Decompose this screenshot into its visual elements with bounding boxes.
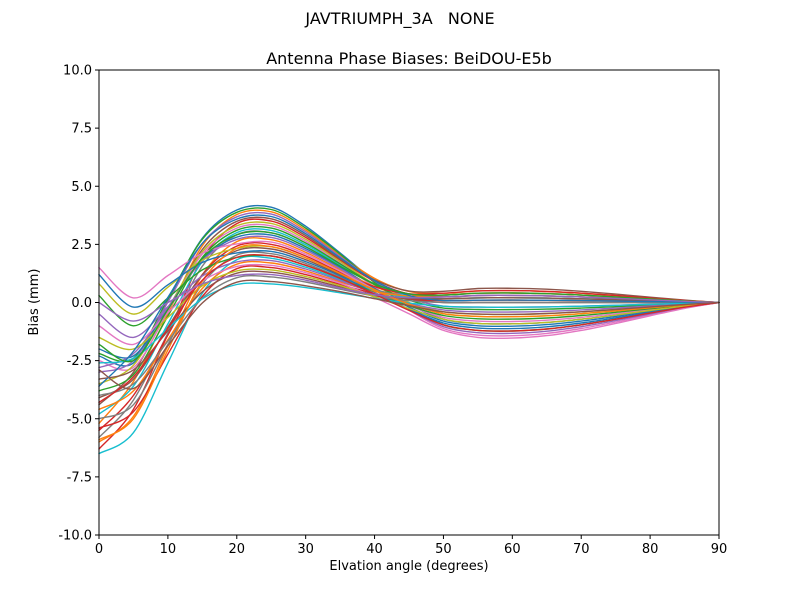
series-line <box>98 254 720 404</box>
x-tick-label: 70 <box>573 542 590 557</box>
y-tick-label: -5.0 <box>67 412 92 427</box>
y-tick-label: 0.0 <box>71 296 92 311</box>
x-tick-label: 40 <box>366 542 383 557</box>
series-line <box>98 268 720 351</box>
y-tick-label: -10.0 <box>58 529 92 544</box>
x-tick-label: 80 <box>642 542 659 557</box>
series-line <box>98 282 720 364</box>
y-tick-label: 10.0 <box>63 64 92 79</box>
y-tick-label: -2.5 <box>67 354 92 369</box>
x-axis-label: Elvation angle (degrees) <box>329 559 489 574</box>
y-tick-label: 7.5 <box>71 122 92 137</box>
series-line <box>98 230 720 363</box>
series-line <box>98 273 720 322</box>
series-line <box>98 255 720 455</box>
x-tick-label: 10 <box>160 542 177 557</box>
figure-suptitle: JAVTRIUMPH_3A NONE <box>305 9 495 28</box>
series-line <box>98 270 720 380</box>
series-line <box>98 214 720 387</box>
x-tick-label: 20 <box>229 542 246 557</box>
axes-title: Antenna Phase Biases: BeiDOU-E5b <box>266 49 552 68</box>
x-tick-label: 0 <box>95 542 103 557</box>
y-tick-label: 5.0 <box>71 180 92 195</box>
series-line <box>98 204 720 367</box>
y-tick-label: -7.5 <box>67 470 92 485</box>
x-tick-label: 50 <box>435 542 452 557</box>
series-line <box>98 230 720 439</box>
series-line <box>98 279 720 390</box>
series-line <box>98 216 720 406</box>
x-tick-label: 90 <box>711 542 728 557</box>
y-axis-label: Bias (mm) <box>27 268 42 336</box>
x-tick-label: 60 <box>504 542 521 557</box>
x-tick-label: 30 <box>297 542 314 557</box>
y-tick-label: 2.5 <box>71 238 92 253</box>
